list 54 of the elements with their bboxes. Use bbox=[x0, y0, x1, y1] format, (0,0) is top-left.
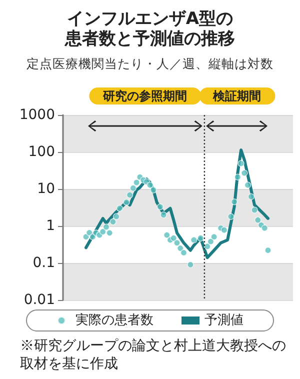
point bbox=[207, 238, 214, 245]
y-tick-label: 1 bbox=[46, 218, 55, 234]
point bbox=[102, 224, 110, 230]
point bbox=[113, 213, 120, 220]
text: 検証期間 bbox=[212, 89, 262, 103]
point bbox=[130, 184, 136, 192]
point bbox=[82, 234, 90, 240]
y-tick-label: 1000 bbox=[19, 107, 55, 123]
point bbox=[241, 170, 248, 176]
point bbox=[228, 213, 234, 220]
point bbox=[86, 229, 93, 236]
point bbox=[89, 234, 96, 240]
point bbox=[261, 224, 268, 232]
point bbox=[164, 232, 170, 238]
point bbox=[210, 234, 218, 240]
point bbox=[177, 244, 184, 252]
point bbox=[244, 182, 252, 188]
point bbox=[123, 198, 130, 206]
point bbox=[204, 243, 211, 250]
point bbox=[231, 198, 238, 206]
y-tick-label: 100 bbox=[28, 144, 55, 160]
line-series bbox=[84, 148, 270, 260]
y-tick-label: 10 bbox=[37, 181, 55, 197]
point bbox=[174, 240, 180, 246]
point bbox=[220, 226, 228, 234]
legend-label: 予測値 bbox=[204, 313, 244, 328]
text: ※研究グループの論文と村上道大教授への取材を基に作成 bbox=[20, 338, 286, 372]
point bbox=[156, 204, 164, 210]
point bbox=[248, 193, 254, 200]
point bbox=[160, 212, 167, 218]
point bbox=[187, 261, 194, 268]
point bbox=[110, 218, 116, 226]
chart-subtitle: 定点医療機関当たり・人／週、縦軸は対数 bbox=[26, 56, 274, 71]
point bbox=[254, 216, 262, 224]
point bbox=[190, 236, 198, 244]
point bbox=[106, 230, 113, 236]
point bbox=[251, 206, 258, 214]
point bbox=[116, 205, 124, 212]
point bbox=[133, 179, 140, 186]
point bbox=[100, 228, 106, 236]
y-tick-label: 0.1 bbox=[32, 255, 55, 271]
point bbox=[180, 249, 188, 256]
point bbox=[170, 234, 177, 242]
text: 研究の参照期間 bbox=[102, 89, 188, 103]
point bbox=[146, 182, 154, 188]
point bbox=[126, 192, 134, 198]
point bbox=[238, 160, 244, 167]
legend-label: 実際の患者数 bbox=[76, 312, 154, 328]
point bbox=[264, 247, 272, 254]
point bbox=[234, 174, 241, 180]
point bbox=[150, 186, 157, 194]
chart-title: インフルエンザA型の患者数と予測値の推移 bbox=[64, 9, 235, 49]
point bbox=[197, 234, 204, 242]
y-tick-label: 0.01 bbox=[24, 292, 55, 308]
